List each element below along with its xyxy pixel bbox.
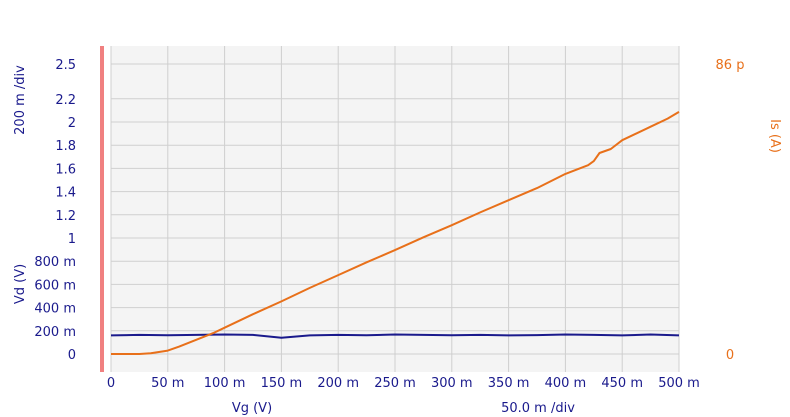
x-tick-label: 250 m (374, 376, 416, 391)
y-left-tick-label: 400 m (34, 302, 76, 317)
series-line-is (111, 111, 680, 355)
y-left-tick-label: 1.4 (55, 186, 76, 201)
x-tick-label: 350 m (488, 376, 530, 391)
x-axis-label: Vg (V) (232, 401, 272, 416)
y-left-tick-label: 1.8 (55, 139, 76, 154)
y-left-tick-label: 1 (68, 232, 76, 247)
y-right-tick-label: 0 (726, 348, 734, 363)
x-tick-label: 100 m (204, 376, 246, 391)
x-tick-label: 200 m (317, 376, 359, 391)
y-axis-label-left: Vd (V) (13, 264, 28, 304)
y-left-tick-label: 1.2 (55, 209, 76, 224)
y-left-tick-label: 800 m (34, 255, 76, 270)
ticks-group: 2.5 2.2 2 1.8 1.6 1.4 1.2 1 800 m 600 m 400 m 200 m… (34, 58, 744, 391)
series-line-vd (110, 333, 680, 339)
y-left-tick-label: 0 (68, 348, 76, 363)
y-left-tick-label: 200 m (34, 325, 76, 340)
y-left-tick-label: 600 m (34, 278, 76, 293)
left-scale-label: 200 m /div (13, 65, 28, 135)
x-tick-label: 50 m (151, 376, 184, 391)
series-group (110, 111, 680, 355)
x-tick-label: 150 m (261, 376, 303, 391)
y-left-tick-label: 2 (68, 116, 76, 131)
y-axis-label-right: Is (A) (767, 119, 782, 153)
x-tick-label: 0 (107, 376, 115, 391)
x-tick-label: 400 m (545, 376, 587, 391)
grid (110, 46, 680, 372)
y-left-tick-label: 2.5 (55, 58, 76, 73)
x-scale-label: 50.0 m /div (501, 401, 575, 416)
y-left-tick-label: 1.6 (55, 162, 76, 177)
y-left-tick-label: 2.2 (55, 93, 76, 108)
x-tick-label: 500 m (658, 376, 700, 391)
x-tick-label: 450 m (601, 376, 643, 391)
y-right-tick-label: 86 p (716, 58, 745, 73)
x-tick-label: 300 m (431, 376, 473, 391)
left-marker-bar (100, 46, 104, 372)
